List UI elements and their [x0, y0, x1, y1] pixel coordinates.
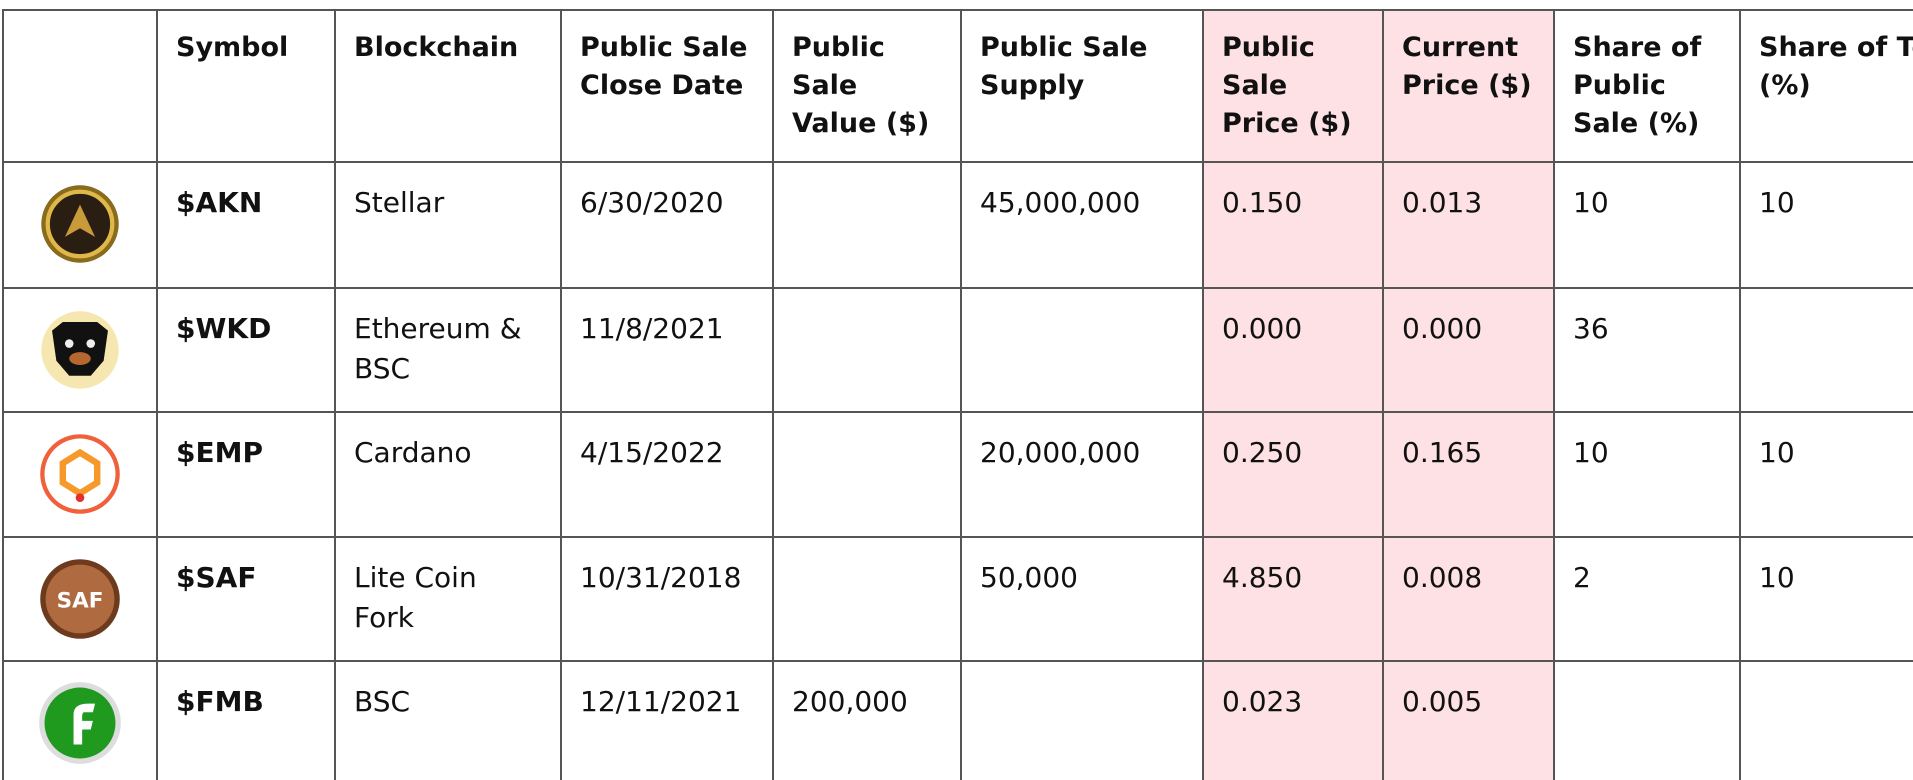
table-cell: 10 — [1553, 161, 1741, 289]
table-cell — [772, 411, 962, 538]
column-header: Share of Team (%) — [1739, 9, 1913, 163]
symbol-cell: $AKN — [156, 161, 336, 289]
table-cell: 4.850 — [1202, 536, 1384, 662]
table-cell: 36 — [1553, 287, 1741, 413]
token-icon — [40, 434, 120, 514]
table-cell: 10 — [1553, 411, 1741, 538]
table-cell: 10/31/2018 — [560, 536, 774, 662]
column-header: Public Sale Price ($) — [1202, 9, 1384, 163]
table-cell — [772, 161, 962, 289]
token-table: Symbol Blockchain Public Sale Close Date Pu… — [2, 9, 1913, 780]
table-cell: Stellar — [334, 161, 562, 289]
symbol-cell: $FMB — [156, 660, 336, 780]
table-cell — [1739, 660, 1913, 780]
table-cell: Cardano — [334, 411, 562, 538]
table-cell: 0.150 — [1202, 161, 1384, 289]
token-icon-cell — [2, 411, 158, 538]
column-header: Public Sale Supply — [960, 9, 1204, 163]
table-cell: 0.165 — [1382, 411, 1555, 538]
table-cell — [772, 536, 962, 662]
table-cell: 2 — [1553, 536, 1741, 662]
table-cell: 0.023 — [1202, 660, 1384, 780]
column-header: Blockchain — [334, 9, 562, 163]
header-row: Symbol Blockchain Public Sale Close Date Pu… — [2, 9, 1913, 163]
token-icon-cell: SAF — [2, 536, 158, 662]
table-row: $EMP Cardano 4/15/2022 20,000,000 0.250 0.165… — [2, 411, 1913, 538]
table-cell — [960, 287, 1204, 413]
table-cell: 20,000,000 — [960, 411, 1204, 538]
symbol-cell: $EMP — [156, 411, 336, 538]
table-cell: Ethereum & BSC — [334, 287, 562, 413]
table-cell: 50,000 — [960, 536, 1204, 662]
table-row: $AKN Stellar 6/30/2020 45,000,000 0.150 0.013… — [2, 161, 1913, 289]
table-cell: 12/11/2021 — [560, 660, 774, 780]
column-header: Share of Public Sale (%) — [1553, 9, 1741, 163]
table-cell: 10 — [1739, 161, 1913, 289]
table-cell: 0.013 — [1382, 161, 1555, 289]
table-cell: 6/30/2020 — [560, 161, 774, 289]
table-cell: 0.000 — [1382, 287, 1555, 413]
token-icon — [41, 185, 119, 263]
table-row: $FMB BSC 12/11/2021 200,000 0.023 0.005 — [2, 660, 1913, 780]
table-cell: 0.005 — [1382, 660, 1555, 780]
table-cell — [772, 287, 962, 413]
svg-text:SAF: SAF — [57, 589, 104, 614]
table-cell — [960, 660, 1204, 780]
column-header: Current Price ($) — [1382, 9, 1555, 163]
token-icon-cell — [2, 161, 158, 289]
table-cell: 200,000 — [772, 660, 962, 780]
column-header: Public Sale Close Date — [560, 9, 774, 163]
token-icon — [41, 311, 119, 389]
table-cell: 4/15/2022 — [560, 411, 774, 538]
table-cell — [1739, 287, 1913, 413]
column-header: Public Sale Value ($) — [772, 9, 962, 163]
token-icon — [39, 682, 121, 764]
table-cell: 45,000,000 — [960, 161, 1204, 289]
table-cell: 0.008 — [1382, 536, 1555, 662]
table-cell: 0.250 — [1202, 411, 1384, 538]
table-cell: 0.000 — [1202, 287, 1384, 413]
table-cell: 10 — [1739, 536, 1913, 662]
table-cell: 10 — [1739, 411, 1913, 538]
token-icon-cell — [2, 287, 158, 413]
table-row: $WKD Ethereum & BSC 11/8/2021 0.000 0.000 36 — [2, 287, 1913, 413]
symbol-cell: $WKD — [156, 287, 336, 413]
table-cell: BSC — [334, 660, 562, 780]
symbol-cell: $SAF — [156, 536, 336, 662]
token-icon: SAF — [40, 559, 120, 639]
token-icon-cell — [2, 660, 158, 780]
table-row: SAF $SAF Lite Coin Fork 10/31/2018 50,000 4.8… — [2, 536, 1913, 662]
icon-header — [2, 9, 158, 163]
table-cell: 11/8/2021 — [560, 287, 774, 413]
table-cell — [1553, 660, 1741, 780]
table-cell: Lite Coin Fork — [334, 536, 562, 662]
column-header: Symbol — [156, 9, 336, 163]
